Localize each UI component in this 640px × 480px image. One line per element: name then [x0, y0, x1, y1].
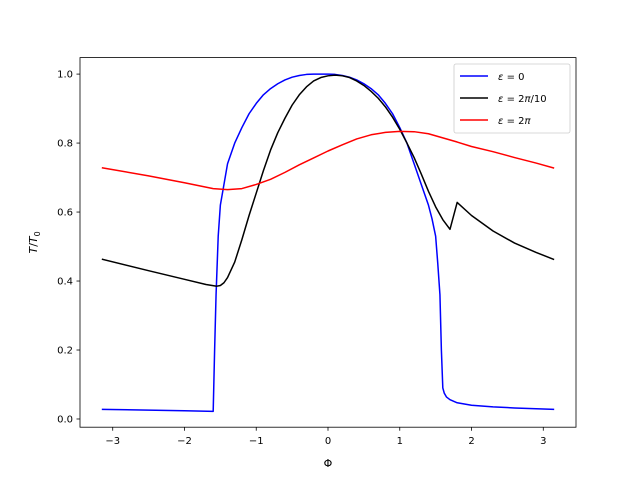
series-eps2pi-line: [101, 130, 555, 191]
x-tick-label: 1: [397, 436, 403, 447]
x-tick-label: −3: [105, 436, 120, 447]
legend-label-eps2pi10: ε = 2π/10: [498, 94, 547, 105]
legend-label-eps2pi: ε = 2π: [498, 116, 532, 127]
x-axis-label: Φ: [324, 457, 333, 470]
series-eps2pi10-line: [101, 74, 555, 287]
axes-frame: [79, 57, 577, 428]
y-axis-label: T/T0: [27, 231, 42, 253]
x-tick-label: −1: [249, 436, 264, 447]
y-tick-label: 0.6: [57, 208, 73, 219]
x-tick-label: 0: [325, 436, 331, 447]
x-tick-label: −2: [177, 436, 192, 447]
legend-frame: [453, 63, 571, 134]
y-tick-label: 1.0: [57, 70, 73, 81]
x-tick-label: 3: [540, 436, 546, 447]
legend-label-eps0: ε = 0: [498, 72, 525, 83]
legend: ε = 0 ε = 2π/10 ε = 2π: [453, 63, 571, 134]
plot-area: [101, 73, 555, 413]
y-tick-label: 0.2: [57, 346, 73, 357]
y-tick-label: 0.0: [57, 414, 73, 425]
ticks-layer: −3 −2 −1 0 1 2 3 0.0 0.2 0.4 0.6 0.8 1.0: [57, 70, 546, 448]
y-tick-label: 0.8: [57, 139, 73, 150]
y-tick-label: 0.4: [57, 277, 73, 288]
x-tick-label: 2: [468, 436, 474, 447]
